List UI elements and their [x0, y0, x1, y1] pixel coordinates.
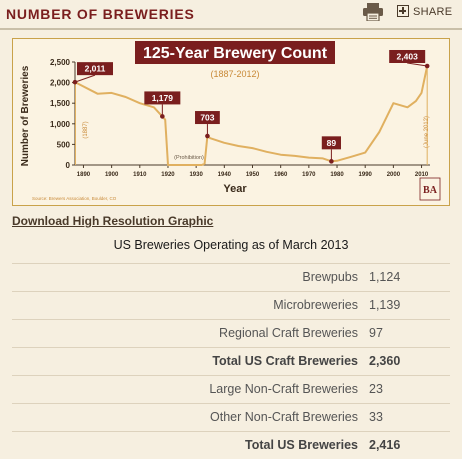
header: NUMBER OF BREWERIES SHARE	[0, 0, 462, 28]
table-row: Large Non-Craft Breweries 23	[12, 375, 450, 403]
ba-logo	[419, 177, 441, 201]
table-row: Other Non-Craft Breweries 33	[12, 403, 450, 431]
row-label: Large Non-Craft Breweries	[209, 382, 358, 396]
data-point	[72, 79, 78, 85]
y-tick-label: 500	[57, 140, 71, 149]
annotation-label: 89	[327, 138, 337, 148]
data-point	[329, 159, 334, 164]
annotation-box	[195, 111, 220, 125]
annotation-label: 703	[200, 113, 214, 123]
annotation-box	[321, 136, 341, 150]
table-caption: US Breweries Operating as of March 2013	[113, 238, 349, 252]
series-line	[74, 65, 429, 166]
row-label: Other Non-Craft Breweries	[210, 410, 358, 424]
chart-title: 125-Year Brewery Count	[143, 45, 328, 62]
row-value: 1,139	[369, 298, 401, 312]
x-tick-label: 2000	[387, 172, 401, 178]
table-row-total: Total US Craft Breweries 2,360	[12, 347, 450, 375]
row-label: Microbreweries	[273, 298, 358, 312]
annotation-box	[389, 49, 426, 63]
annotation-leader	[407, 62, 428, 67]
row-value: 1,124	[369, 270, 401, 284]
y-tick-label: 0	[66, 161, 71, 170]
chart-title-banner	[135, 41, 335, 64]
row-label: Total US Craft Breweries	[212, 354, 358, 368]
annotation-label: 1,179	[152, 93, 174, 103]
brewery-stats-table: Brewpubs 1,124 Microbreweries 1,139 Regi…	[12, 263, 450, 459]
x-tick-label: 1890	[77, 172, 91, 178]
share-button[interactable]: SHARE	[413, 6, 453, 18]
y-tick-label: 2,000	[50, 79, 71, 88]
x-tick-label: 1980	[330, 172, 344, 178]
y-tick-label: 1,000	[50, 120, 71, 129]
x-tick-label: 1930	[189, 172, 203, 178]
row-value: 2,416	[369, 438, 401, 452]
brewery-chart: 125-Year Brewery Count (1887-2012) Year …	[12, 38, 450, 206]
row-value: 97	[369, 326, 383, 340]
x-tick-label: 1920	[161, 172, 175, 178]
start-year-label: (1887)	[83, 121, 89, 138]
x-tick-label: 2010	[415, 172, 429, 178]
chart-svg: 125-Year Brewery Count (1887-2012) Year …	[12, 38, 450, 206]
table-row: Regional Craft Breweries 97	[12, 319, 450, 347]
page-title: NUMBER OF BREWERIES	[6, 6, 195, 22]
data-point	[160, 114, 165, 119]
annotation-leader	[74, 74, 96, 83]
table-row: Microbreweries 1,139	[12, 291, 450, 319]
x-axis-label: Year	[223, 183, 247, 195]
row-label: Regional Craft Breweries	[219, 326, 358, 340]
ba-logo-text: BA	[423, 185, 438, 196]
x-tick-label: 1940	[218, 172, 232, 178]
y-axis-label: Number of Breweries	[20, 65, 31, 166]
row-value: 2,360	[369, 354, 401, 368]
download-graphic-link[interactable]: Download High Resolution Graphic	[12, 214, 214, 228]
x-tick-label: 1960	[274, 172, 288, 178]
row-label: Total US Breweries	[244, 438, 358, 452]
table-row: Brewpubs 1,124	[12, 263, 450, 291]
y-tick-label: 2,500	[50, 58, 71, 67]
print-icon[interactable]	[362, 3, 384, 21]
chart-source: Source: Brewers Association, Boulder, CO	[32, 196, 117, 201]
prohibition-label: (Prohibition)	[174, 155, 204, 161]
x-tick-label: 1900	[105, 172, 119, 178]
header-divider	[0, 28, 462, 30]
annotation-box	[144, 91, 181, 105]
row-value: 23	[369, 382, 383, 396]
row-label: Brewpubs	[302, 270, 358, 284]
chart-subtitle: (1887-2012)	[210, 69, 259, 79]
row-value: 33	[369, 410, 383, 424]
annotation-box	[77, 62, 113, 76]
table-row-total: Total US Breweries 2,416	[12, 431, 450, 459]
annotation-label: 2,403	[397, 51, 419, 61]
share-icon[interactable]	[397, 5, 409, 17]
x-tick-label: 1970	[302, 172, 316, 178]
data-point	[205, 133, 210, 139]
x-tick-label: 1910	[133, 172, 147, 178]
y-tick-label: 1,500	[50, 99, 71, 108]
x-tick-label: 1950	[246, 172, 260, 178]
annotation-label: 2,011	[85, 64, 106, 74]
data-point	[424, 63, 430, 69]
x-tick-label: 1990	[359, 172, 373, 178]
